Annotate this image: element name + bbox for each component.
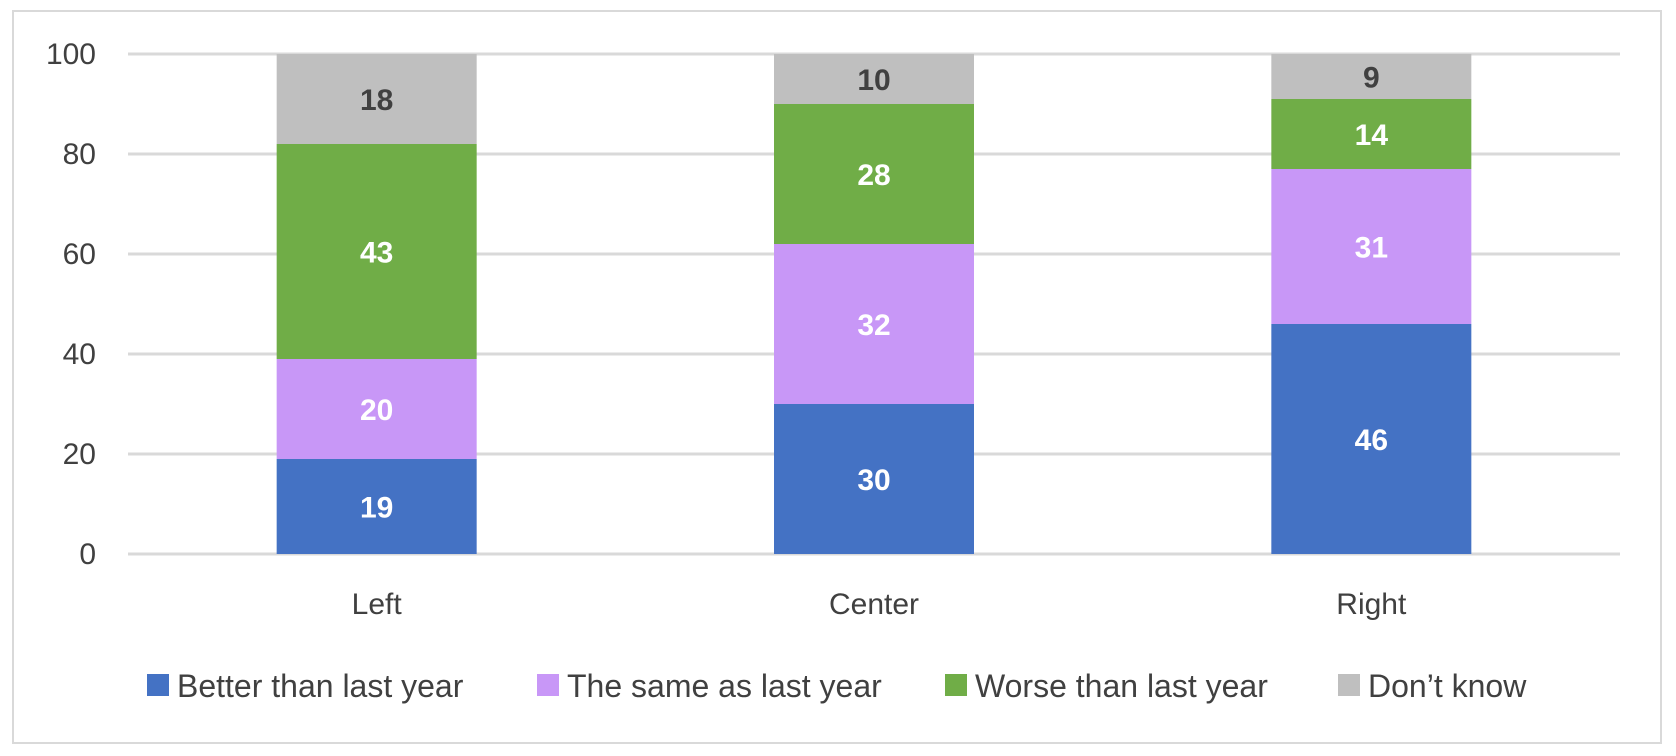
data-label: 14 — [1355, 119, 1389, 152]
y-tick-label: 60 — [63, 238, 96, 271]
y-tick-label: 80 — [63, 138, 96, 171]
legend-swatch — [537, 674, 559, 696]
y-tick-label: 40 — [63, 338, 96, 371]
legend-label: Better than last year — [177, 668, 464, 704]
data-label: 31 — [1355, 232, 1388, 265]
x-axis: Left Center Right — [352, 588, 1407, 621]
bar-center-series-1 — [774, 244, 974, 404]
bars: 19 20 43 18 30 32 28 10 46 31 14 9 — [276, 54, 1472, 554]
legend-label: Worse than last year — [975, 668, 1268, 704]
data-label: 30 — [857, 464, 890, 497]
bar-left-series-0 — [276, 459, 477, 554]
legend-label: The same as last year — [567, 668, 882, 704]
legend-swatch — [1338, 674, 1360, 696]
legend-swatch — [945, 674, 967, 696]
data-label: 32 — [857, 309, 890, 342]
bar-right-series-2 — [1271, 99, 1472, 169]
bar-left-series-2 — [276, 144, 477, 359]
x-tick-label: Right — [1336, 588, 1407, 621]
data-label: 9 — [1363, 62, 1380, 95]
legend: Better than last year The same as last ye… — [147, 668, 1527, 704]
data-label: 28 — [857, 159, 890, 192]
legend-swatch — [147, 674, 169, 696]
bar-center-series-2 — [774, 104, 974, 244]
x-tick-label: Left — [352, 588, 403, 621]
x-tick-label: Center — [829, 588, 919, 621]
data-label: 20 — [360, 394, 393, 427]
y-tick-label: 0 — [79, 538, 96, 571]
y-tick-label: 100 — [46, 38, 96, 71]
bar-center-series-3 — [774, 54, 974, 104]
bar-right-series-3 — [1271, 54, 1472, 99]
y-axis: 0 20 40 60 80 100 — [46, 38, 96, 571]
bar-left-series-3 — [276, 54, 477, 144]
data-label: 18 — [360, 84, 393, 117]
bar-left-series-1 — [276, 359, 477, 459]
data-label: 19 — [360, 492, 393, 525]
y-tick-label: 20 — [63, 438, 96, 471]
data-label: 10 — [857, 64, 890, 97]
bar-right-series-1 — [1271, 169, 1472, 324]
data-label: 43 — [360, 237, 393, 270]
bar-right-series-0 — [1271, 324, 1472, 554]
legend-label: Don’t know — [1368, 668, 1527, 704]
bar-center-series-0 — [774, 404, 974, 554]
data-label: 46 — [1355, 424, 1388, 457]
